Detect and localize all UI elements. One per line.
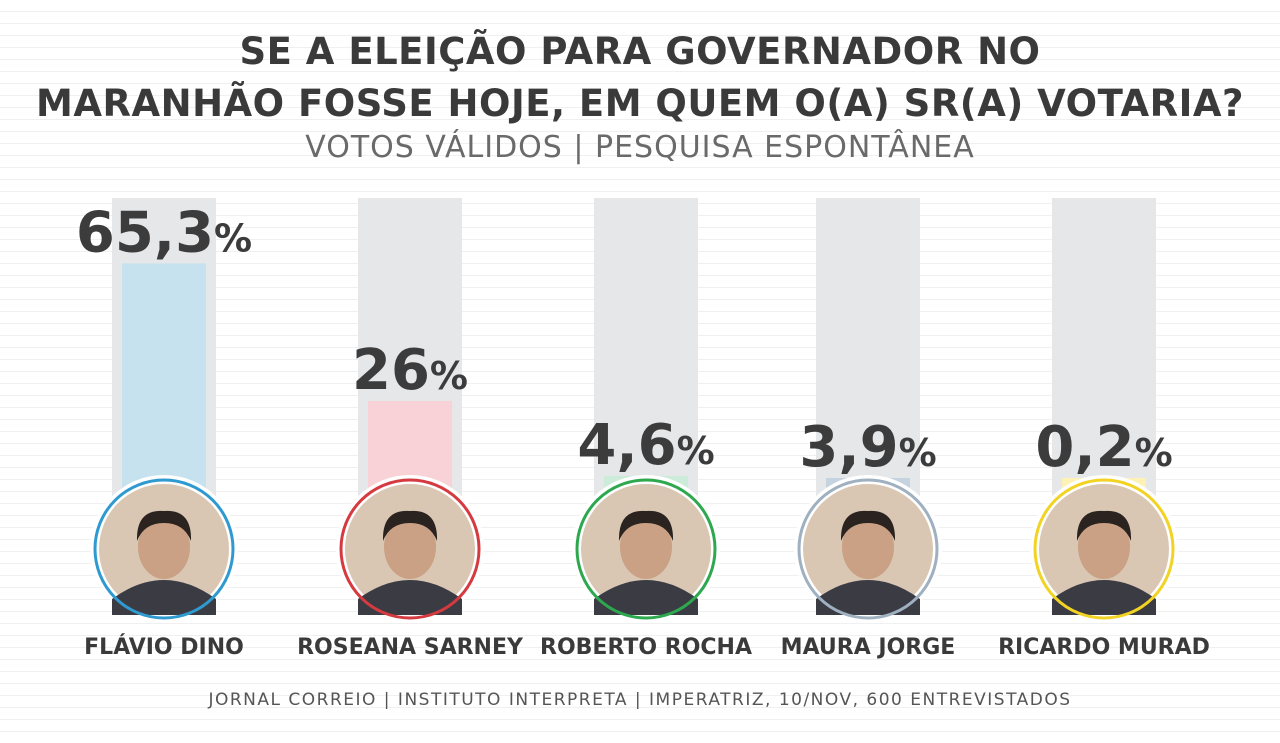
source-note: JORNAL CORREIO | INSTITUTO INTERPRETA | …: [208, 690, 1072, 710]
chart-subtitle: VOTOS VÁLIDOS | PESQUISA ESPONTÂNEA: [305, 130, 975, 165]
data-label-unit: %: [899, 431, 937, 475]
person-hair: [136, 510, 192, 541]
photo-ring: [575, 478, 717, 620]
bar-track: [1052, 198, 1156, 520]
person-head: [138, 515, 190, 579]
category-label: FLÁVIO DINO: [84, 634, 244, 660]
person-head: [384, 515, 436, 579]
person-shoulders: [112, 580, 216, 615]
candidate-photo: [1030, 475, 1178, 623]
category-label: ROBERTO ROCHA: [540, 635, 752, 660]
data-label-value: 3,9: [799, 415, 898, 480]
candidate-group: 0,2% RICARDO MURAD: [998, 198, 1210, 660]
photo-ring: [797, 478, 939, 620]
bar: [122, 263, 206, 502]
bar-track: [816, 198, 920, 520]
data-label: 3,9%: [799, 415, 936, 480]
data-label-unit: %: [430, 354, 468, 398]
person-shoulders: [358, 580, 462, 615]
data-label: 4,6%: [577, 413, 714, 478]
person-hair: [618, 510, 674, 541]
person-head: [842, 515, 894, 579]
chart-title-line-1: SE A ELEIÇÃO PARA GOVERNADOR NO: [239, 30, 1041, 73]
person-shoulders: [1052, 580, 1156, 615]
category-label: MAURA JORGE: [781, 635, 956, 660]
data-label-value: 26: [352, 338, 430, 403]
data-label: 65,3%: [76, 200, 252, 265]
person-head: [620, 515, 672, 579]
bar-track: [594, 198, 698, 520]
data-label-unit: %: [214, 216, 252, 260]
chart-title-line-2: MARANHÃO FOSSE HOJE, EM QUEM O(A) SR(A) …: [36, 82, 1244, 125]
candidate-photo: [572, 475, 720, 623]
candidate-group: 65,3% FLÁVIO DINO: [76, 198, 252, 660]
photo-ring: [93, 478, 235, 620]
candidate-group: 4,6% ROBERTO ROCHA: [540, 198, 752, 660]
data-label: 0,2%: [1035, 415, 1172, 480]
candidate-group: 3,9% MAURA JORGE: [781, 198, 956, 660]
data-label-value: 4,6: [577, 413, 676, 478]
candidate-photo: [794, 475, 942, 623]
data-label: 26%: [352, 338, 468, 403]
person-shoulders: [594, 580, 698, 615]
data-label-unit: %: [1135, 431, 1173, 475]
person-shoulders: [816, 580, 920, 615]
person-hair: [382, 510, 438, 541]
category-label: RICARDO MURAD: [998, 635, 1210, 660]
person-hair: [1076, 510, 1132, 541]
candidate-photo: [336, 475, 484, 623]
person-head: [1078, 515, 1130, 579]
photo-ring: [339, 478, 481, 620]
photo-ring: [1033, 478, 1175, 620]
person-hair: [840, 510, 896, 541]
data-label-value: 0,2: [1035, 415, 1134, 480]
data-label-unit: %: [677, 429, 715, 473]
data-label-value: 65,3: [76, 200, 214, 265]
category-label: ROSEANA SARNEY: [297, 635, 524, 660]
candidate-group: 26% ROSEANA SARNEY: [297, 198, 524, 660]
candidate-photo: [90, 475, 238, 623]
